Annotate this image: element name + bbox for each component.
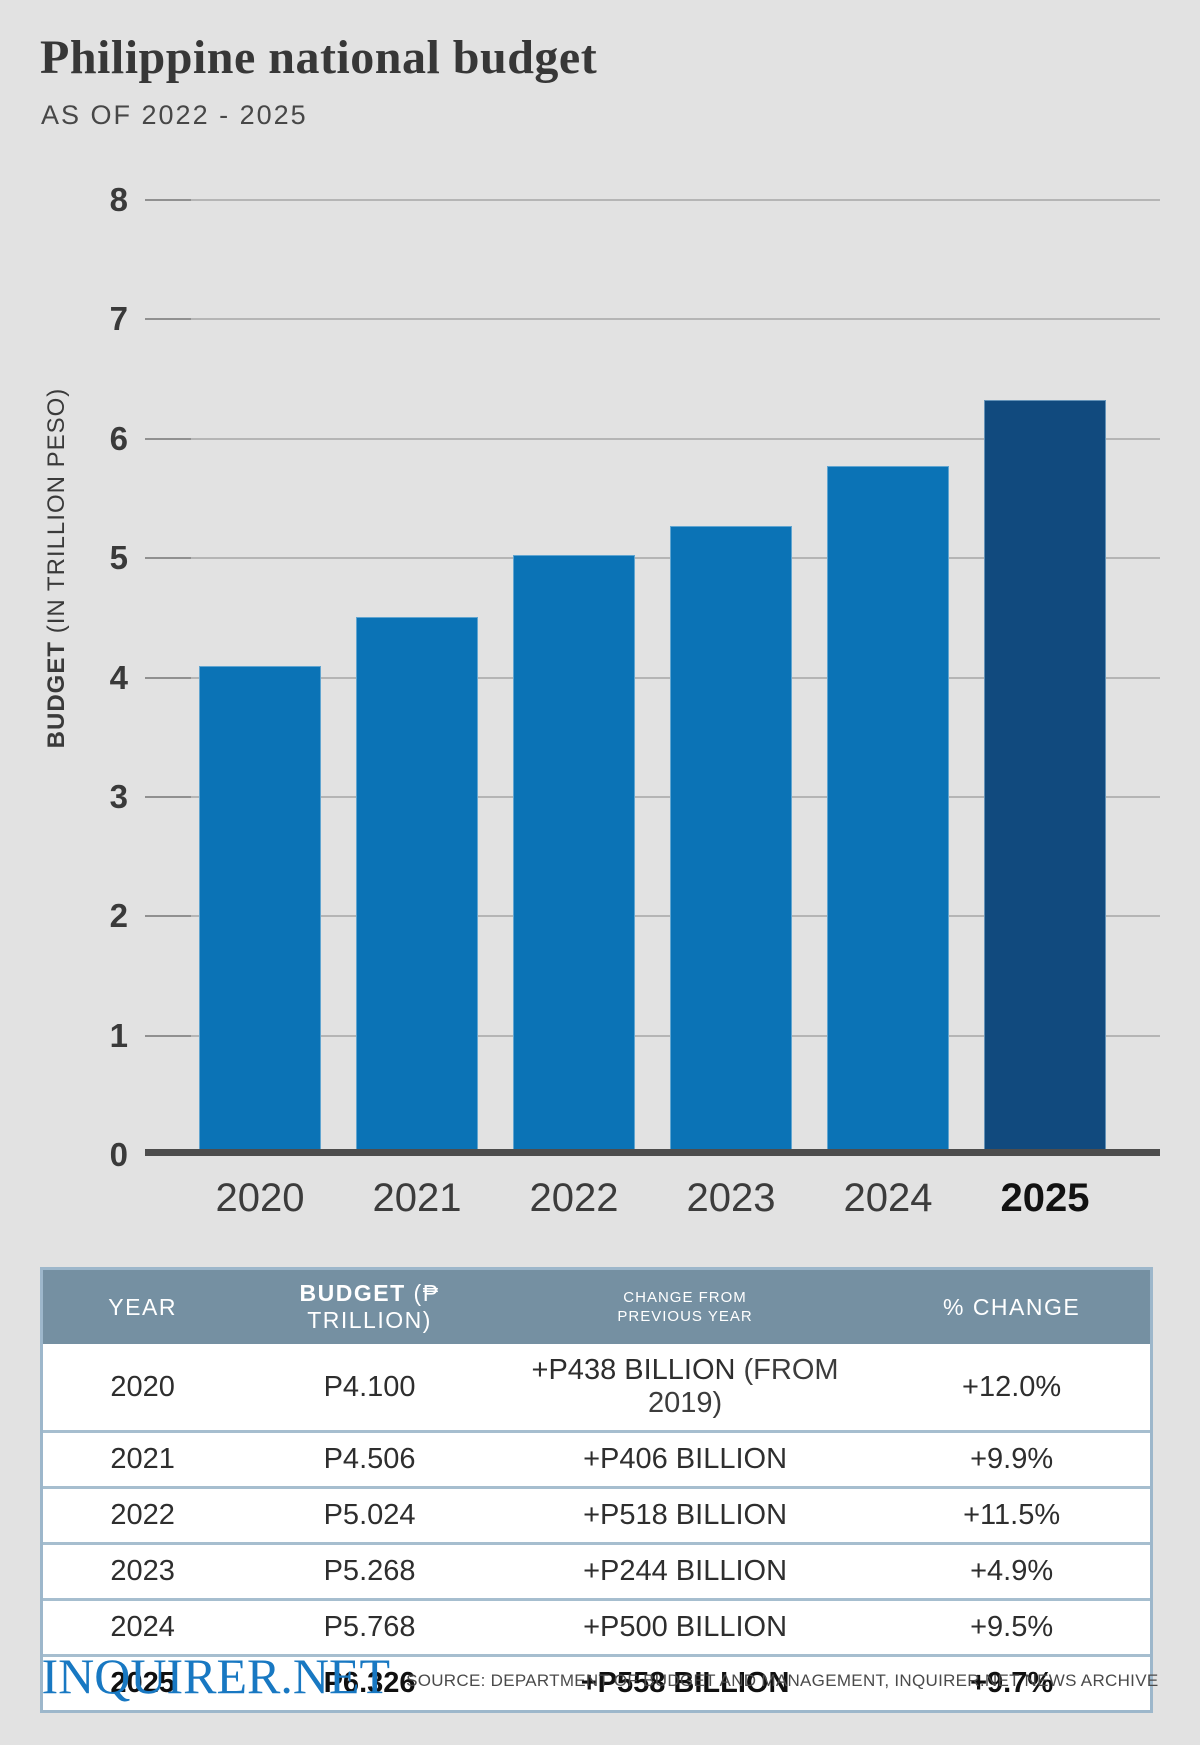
x-axis-line xyxy=(145,1149,1160,1156)
x-tick-label: 2024 xyxy=(843,1176,933,1220)
col-header-year: YEAR xyxy=(43,1270,243,1344)
gridline xyxy=(145,199,1160,201)
gridline xyxy=(145,437,1160,440)
gridline xyxy=(145,557,1160,560)
bar xyxy=(513,555,635,1156)
gridline xyxy=(145,915,1160,918)
cell-budget: P6.326 xyxy=(242,1654,497,1710)
cell-change: +P558 BILLION xyxy=(496,1654,874,1710)
gridline xyxy=(145,795,1160,798)
cell-pct: +9.9% xyxy=(873,1430,1150,1486)
cell-budget: P5.268 xyxy=(242,1542,497,1598)
cell-change: +P518 BILLION xyxy=(496,1486,874,1542)
y-tick-label: 7 xyxy=(109,300,128,338)
col-header-change-line1: CHANGE FROM xyxy=(623,1289,747,1306)
bar xyxy=(984,399,1106,1155)
x-tick-label: 2022 xyxy=(529,1176,619,1220)
col-header-budget-bold: BUDGET xyxy=(299,1280,406,1306)
y-tick-label: 2 xyxy=(109,897,128,935)
x-tick-label: 2025 xyxy=(1000,1176,1090,1220)
y-tick-label: 6 xyxy=(109,419,128,457)
cell-year: 2020 xyxy=(43,1344,243,1430)
cell-change: +P406 BILLION xyxy=(496,1430,874,1486)
source-credit: SOURCE: DEPARTMENT OF BUDGET AND MANAGEM… xyxy=(406,1671,1159,1690)
table-header-row: YEAR BUDGET (₱ TRILLION) CHANGE FROM PREV… xyxy=(43,1270,1150,1344)
cell-budget: P4.100 xyxy=(242,1344,497,1430)
col-header-budget: BUDGET (₱ TRILLION) xyxy=(242,1270,497,1344)
table-row: 2025 P6.326 +P558 BILLION +9.7% xyxy=(43,1654,1150,1710)
inquirer-logo: INQUIRER.NET xyxy=(41,1648,391,1704)
table-row: 2023 P5.268 +P244 BILLION +4.9% xyxy=(43,1542,1150,1598)
page-subtitle: AS OF 2022 - 2025 xyxy=(41,100,308,130)
y-tick-label: 0 xyxy=(109,1136,128,1173)
cell-pct: +11.5% xyxy=(873,1486,1150,1542)
cell-pct: +9.7% xyxy=(873,1654,1150,1710)
gridline xyxy=(145,1034,1160,1037)
change-value: +P406 BILLION xyxy=(583,1443,788,1475)
cell-year: 2022 xyxy=(43,1486,243,1542)
y-tick-label: 3 xyxy=(109,777,128,815)
table-row: 2021 P4.506 +P406 BILLION +9.9% xyxy=(43,1430,1150,1486)
gridline xyxy=(145,676,1160,679)
change-value: +P244 BILLION xyxy=(583,1555,788,1587)
x-tick-label: 2023 xyxy=(686,1176,776,1220)
change-note: (FROM 2019) xyxy=(647,1354,839,1419)
cell-pct: +9.5% xyxy=(873,1598,1150,1654)
bar xyxy=(356,617,478,1156)
change-value: +P558 BILLION xyxy=(580,1667,790,1699)
cell-change: +P244 BILLION xyxy=(496,1542,874,1598)
cell-pct: +4.9% xyxy=(873,1542,1150,1598)
cell-pct: +12.0% xyxy=(873,1344,1150,1430)
cell-year: 2023 xyxy=(43,1542,243,1598)
cell-budget: P5.768 xyxy=(242,1598,497,1654)
table-row: 2024 P5.768 +P500 BILLION +9.5% xyxy=(43,1598,1150,1654)
bar xyxy=(827,466,949,1156)
y-tick-label: 1 xyxy=(109,1016,128,1054)
col-header-change-line2: PREVIOUS YEAR xyxy=(617,1308,753,1325)
budget-table-body: 2020 P4.100 +P438 BILLION (FROM 2019) +12.0… xyxy=(43,1344,1150,1710)
bar xyxy=(199,665,321,1155)
y-tick-label: 5 xyxy=(109,539,128,577)
x-tick-label: 2021 xyxy=(372,1176,462,1220)
cell-year: 2021 xyxy=(43,1430,243,1486)
budget-table: YEAR BUDGET (₱ TRILLION) CHANGE FROM PREV… xyxy=(40,1267,1153,1713)
table-row: 2020 P4.100 +P438 BILLION (FROM 2019) +12.0… xyxy=(43,1344,1150,1430)
page-title: Philippine national budget xyxy=(40,31,598,84)
cell-year: 2024 xyxy=(43,1598,243,1654)
bar xyxy=(670,526,792,1156)
table-row: 2022 P5.024 +P518 BILLION +11.5% xyxy=(43,1486,1150,1542)
y-tick-label: 4 xyxy=(109,658,128,696)
change-value: +P518 BILLION xyxy=(583,1499,788,1531)
x-tick-label: 2020 xyxy=(215,1176,305,1220)
cell-change: +P500 BILLION xyxy=(496,1598,874,1654)
gridline xyxy=(145,318,1160,321)
cell-year: 2025 xyxy=(43,1654,243,1710)
change-value: +P438 BILLION xyxy=(531,1354,736,1386)
y-tick-label: 8 xyxy=(109,181,128,218)
col-header-pct: % CHANGE xyxy=(873,1270,1150,1344)
cell-budget: P4.506 xyxy=(242,1430,497,1486)
change-value: +P500 BILLION xyxy=(583,1611,788,1643)
footer: INQUIRER.NET SOURCE: DEPARTMENT OF BUDGE… xyxy=(0,1648,1200,1704)
col-header-budget-rest: (₱ TRILLION) xyxy=(307,1280,440,1333)
cell-budget: P5.024 xyxy=(242,1486,497,1542)
cell-change: +P438 BILLION (FROM 2019) xyxy=(496,1344,874,1430)
col-header-change: CHANGE FROM PREVIOUS YEAR xyxy=(496,1270,874,1344)
